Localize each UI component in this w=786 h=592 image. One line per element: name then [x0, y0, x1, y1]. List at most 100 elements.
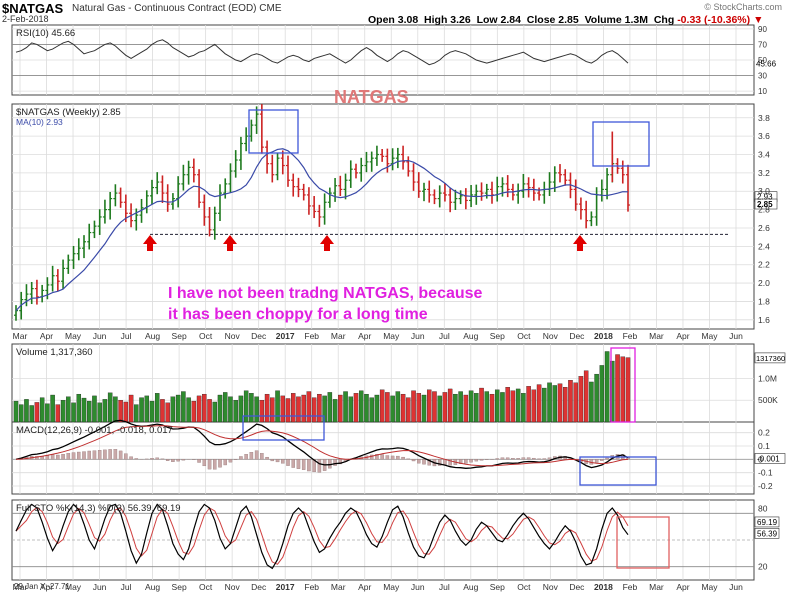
macd-histogram-bar	[458, 459, 463, 464]
volume-bar	[489, 393, 495, 423]
high-value: 3.26	[450, 14, 471, 26]
open-label: Open	[368, 14, 395, 26]
x-tick-label: Jul	[439, 331, 450, 341]
macd-histogram-bar	[286, 459, 290, 466]
volume-bar	[212, 401, 218, 423]
x-tick-label-bottom: Mar	[13, 582, 28, 592]
volume-bar	[369, 397, 374, 423]
volume-bar	[144, 395, 150, 423]
x-tick-label: Oct	[517, 331, 531, 341]
macd-histogram-bar	[213, 459, 217, 470]
macd-histogram-bar	[474, 459, 479, 462]
low-label: Low	[476, 14, 498, 26]
x-tick-label-bottom: Nov	[543, 582, 559, 592]
volume-bar	[128, 394, 134, 423]
x-tick-label: Jun	[729, 331, 743, 341]
description-label: Natural Gas - Continuous Contract (EOD) …	[72, 3, 282, 14]
volume-bar	[311, 397, 317, 423]
volume-bar	[55, 404, 61, 423]
macd-histogram-bar	[526, 457, 531, 460]
volume-bar	[186, 397, 191, 423]
price-tick-label: 3.2	[758, 168, 770, 178]
volume-bar	[583, 370, 589, 423]
macd-histogram-bar	[129, 456, 133, 460]
price-tick-label: 2.8	[758, 205, 770, 215]
x-tick-label-bottom: Dec	[569, 582, 585, 592]
volume-bar	[191, 400, 197, 423]
macd-histogram-bar	[380, 454, 384, 460]
macd-histogram-bar	[249, 452, 254, 460]
macd-histogram-bar	[35, 456, 39, 460]
x-tick-label: Apr	[676, 331, 689, 341]
peak-box	[248, 109, 299, 154]
macd-histogram-bar	[521, 457, 526, 460]
price-tick-label: 2.6	[758, 223, 770, 233]
macd-histogram-bar	[422, 459, 426, 465]
x-tick-label: May	[701, 331, 718, 341]
volume-bar	[24, 399, 29, 423]
volume-bar	[280, 395, 286, 423]
volume-bar	[275, 390, 280, 423]
macd-histogram-bar	[134, 458, 139, 460]
volume-last-label: 1317360	[756, 354, 785, 363]
macd-histogram-bar	[500, 457, 505, 460]
volume-bar	[468, 390, 474, 423]
volume-bar	[358, 390, 364, 423]
volume-bar	[505, 387, 510, 423]
macd-histogram-bar	[437, 459, 442, 466]
chart-header: $NATGAS Natural Gas - Continuous Contrac…	[0, 0, 786, 26]
macd-histogram-bar	[197, 459, 201, 463]
sto-last-box	[754, 516, 780, 528]
macd-histogram-bar	[537, 458, 541, 460]
macd-histogram-bar	[150, 458, 154, 460]
macd-histogram-bar	[45, 455, 50, 460]
close-label: Close	[526, 14, 556, 26]
macd-tick-label: 0	[758, 454, 763, 464]
sto-highlight-box	[616, 516, 670, 569]
volume-bar	[395, 391, 401, 423]
volume-bar	[285, 398, 291, 423]
volume-bar	[594, 373, 599, 423]
support-arrow-icon	[223, 235, 237, 251]
volume-bar	[432, 391, 437, 423]
volume-bar	[270, 397, 275, 423]
volume-bar	[453, 393, 458, 423]
volume-tick-label: 500K	[758, 395, 778, 405]
volume-bar	[568, 380, 573, 423]
price-tick-label: 3.0	[758, 186, 770, 196]
volume-bar	[207, 399, 212, 423]
volume-bar	[479, 387, 484, 423]
x-tick-label: 2018	[594, 331, 613, 341]
macd-histogram-bar	[160, 458, 165, 460]
volume-bar	[625, 357, 631, 423]
macd-histogram-bar	[406, 458, 411, 460]
macd-histogram-bar	[181, 459, 186, 461]
volume-bar	[39, 397, 45, 423]
macd-histogram-bar	[56, 454, 60, 460]
x-tick-label-bottom: Jul	[121, 582, 132, 592]
x-tick-label: Sep	[172, 331, 187, 341]
macd-histogram-bar	[87, 450, 91, 460]
rsi-tick-label: 10	[758, 87, 767, 96]
volume-bar	[175, 394, 181, 423]
ma-line	[15, 148, 629, 312]
volume-bar	[604, 351, 610, 423]
x-tick-label: Aug	[463, 331, 478, 341]
volume-bar	[81, 397, 87, 423]
volume-bar	[238, 395, 244, 423]
macd-histogram-bar	[260, 453, 264, 460]
x-tick-label: May	[383, 331, 400, 341]
x-tick-label-bottom: May	[701, 582, 718, 592]
macd-last-box	[754, 453, 786, 464]
macd-histogram-bar	[338, 459, 343, 465]
macd-histogram-bar	[124, 453, 128, 460]
volume-bar	[557, 383, 563, 423]
volume-bar	[222, 392, 228, 423]
price-last-label: 2.85	[757, 200, 773, 209]
volume-bar	[547, 382, 552, 423]
macd-histogram-bar	[532, 457, 536, 460]
volume-bar	[45, 403, 50, 423]
annotation-line-2: it has been choppy for a long time	[168, 306, 428, 323]
x-tick-label: Apr	[40, 331, 53, 341]
